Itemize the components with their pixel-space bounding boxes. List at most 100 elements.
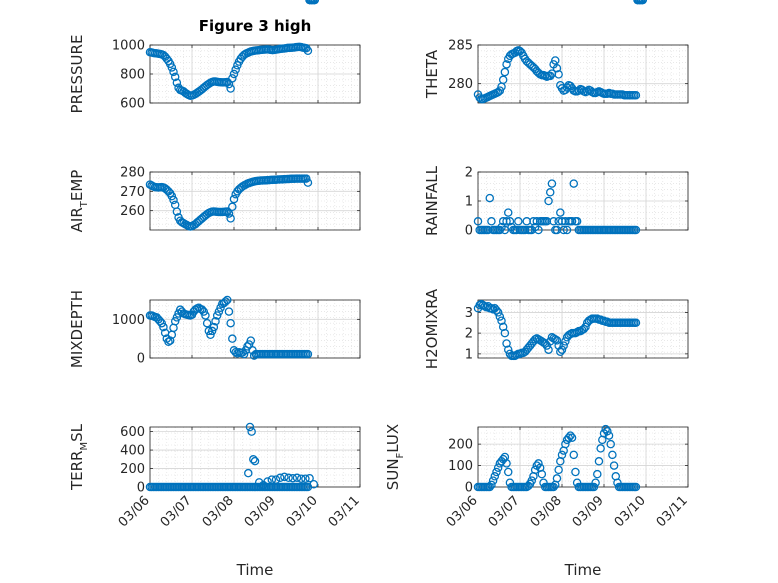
terr_msl-data-point xyxy=(263,477,272,486)
air_temp-data-point xyxy=(224,209,234,218)
terr_msl-y-tick-label: 200 xyxy=(120,462,145,477)
terr_msl-x-tick-label: 03/07 xyxy=(158,493,195,530)
sun_flux-data-point xyxy=(593,469,602,479)
h2omixra-y-axis-label: H2OMIXRA xyxy=(423,288,441,369)
sun_flux-y-tick-label: 0 xyxy=(465,481,473,496)
terr_msl-data-point xyxy=(292,473,302,483)
air_temp-axes-box xyxy=(149,171,361,231)
h2omixra-y-tick-label: 2 xyxy=(465,327,473,342)
terr_msl-y-tick-label: 400 xyxy=(120,444,145,459)
sun_flux-y-tick-label: 200 xyxy=(448,438,473,453)
terr_msl-data-point xyxy=(249,455,258,464)
pressure-data-point xyxy=(303,46,313,56)
sun_flux-data-point xyxy=(537,469,547,479)
sun_flux-x-tick-label: 03/07 xyxy=(486,493,523,530)
rainfall-data-point xyxy=(544,196,553,206)
h2omixra-data-point xyxy=(551,335,560,344)
terr_msl-data-point xyxy=(267,475,277,484)
h2omixra-data-point xyxy=(492,306,501,315)
panel-rainfall: 0 1 2 xyxy=(465,0,689,239)
theta-data-point xyxy=(500,67,510,77)
rainfall-data-point xyxy=(562,225,572,235)
air_temp-data-point xyxy=(228,202,237,212)
pressure-data-point xyxy=(169,67,178,77)
sun_flux-x-tick-label: 03/08 xyxy=(528,493,565,530)
air_temp-data-point xyxy=(226,214,235,223)
pressure-y-tick-label: 600 xyxy=(120,97,145,112)
terr_msl-y-tick-label: 600 xyxy=(120,425,145,440)
theta-data-point xyxy=(631,91,641,100)
sun_flux-data-point xyxy=(601,424,610,434)
air_temp-y-tick-label: 280 xyxy=(120,166,145,181)
air_temp-data-point xyxy=(167,191,177,201)
terr_msl-x-tick-label: 03/09 xyxy=(242,493,279,530)
sun_flux-data-point xyxy=(485,482,495,492)
terr_msl-data-point xyxy=(301,474,310,483)
sun_flux-x-axis-label: Time xyxy=(564,561,602,579)
h2omixra-data-point xyxy=(581,322,590,332)
air_temp-data-point xyxy=(303,178,313,187)
mixdepth-y-tick-label: 1000 xyxy=(112,313,145,328)
air_temp-y-tick-label: 260 xyxy=(120,204,145,219)
terr_msl-data-point xyxy=(271,475,281,484)
sun_flux-data-point xyxy=(596,444,605,453)
terr_msl-y-tick-label: 0 xyxy=(137,481,145,496)
h2omixra-data-point xyxy=(544,345,553,354)
sun_flux-data-point xyxy=(589,482,599,492)
rainfall-data-point xyxy=(503,208,513,217)
terr_msl-data-point xyxy=(247,427,256,436)
h2omixra-axes-box xyxy=(477,299,689,359)
sun_flux-data-point xyxy=(571,467,580,477)
rainfall-data-point xyxy=(473,217,483,226)
sun_flux-data-point xyxy=(603,427,612,436)
sun_flux-data-point xyxy=(591,478,600,487)
rainfall-y-tick-label: 2 xyxy=(465,166,473,181)
mixdepth-data-point xyxy=(214,307,224,316)
pressure-data-point xyxy=(226,84,235,93)
h2omixra-data-point xyxy=(579,324,589,334)
sun_flux-data-point xyxy=(502,459,511,468)
h2omixra-data-point xyxy=(493,308,503,317)
terr_msl-data-point xyxy=(245,422,255,432)
mixdepth-y-tick-label: 0 xyxy=(137,352,145,367)
h2omixra-data-point xyxy=(556,347,565,357)
pressure-data-point xyxy=(170,72,180,82)
terr_msl-x-tick-label: 03/06 xyxy=(116,493,153,530)
h2omixra-data-point xyxy=(495,312,505,321)
sun_flux-data-point xyxy=(631,482,641,492)
theta-data-point xyxy=(495,86,505,95)
theta-data-point xyxy=(498,75,508,85)
pressure-data-point xyxy=(172,78,182,87)
rainfall-y-axis-label: RAINFALL xyxy=(423,165,441,236)
mixdepth-data-point xyxy=(165,336,175,345)
pressure-data-point xyxy=(231,65,240,74)
air_temp-y-tick-label: 270 xyxy=(120,185,145,200)
pressure-y-tick-label: 800 xyxy=(120,68,145,83)
h2omixra-data-point xyxy=(557,345,567,354)
sun_flux-x-tick-label: 03/09 xyxy=(570,493,607,530)
mixdepth-data-point xyxy=(212,311,222,320)
rainfall-data-point xyxy=(631,225,641,235)
sun_flux-data-point xyxy=(567,433,577,442)
terr_msl-data-point xyxy=(254,478,264,487)
sun_flux-data-point xyxy=(608,450,617,460)
sun_flux-data-point xyxy=(557,450,567,460)
rainfall-data-point xyxy=(502,217,511,226)
terr_msl-x-tick-label: 03/08 xyxy=(200,493,237,530)
sun_flux-data-point xyxy=(554,465,563,475)
pressure-data-point xyxy=(167,63,177,72)
sun_flux-data-point xyxy=(492,467,501,477)
mixdepth-data-point xyxy=(211,317,220,326)
sun_flux-y-axis-label: SUNFLUX xyxy=(384,424,406,490)
h2omixra-data-point xyxy=(487,304,496,313)
rainfall-data-point xyxy=(514,217,523,226)
panel-air_temp: 260 270 280 xyxy=(120,0,361,231)
pressure-data-point xyxy=(229,69,239,79)
sun_flux-data-point xyxy=(552,474,562,483)
sun_flux-data-point xyxy=(606,439,615,449)
sun_flux-data-point xyxy=(503,467,513,477)
theta-data-point xyxy=(551,56,560,65)
h2omixra-data-point xyxy=(552,336,562,345)
theta-data-point xyxy=(502,60,511,69)
